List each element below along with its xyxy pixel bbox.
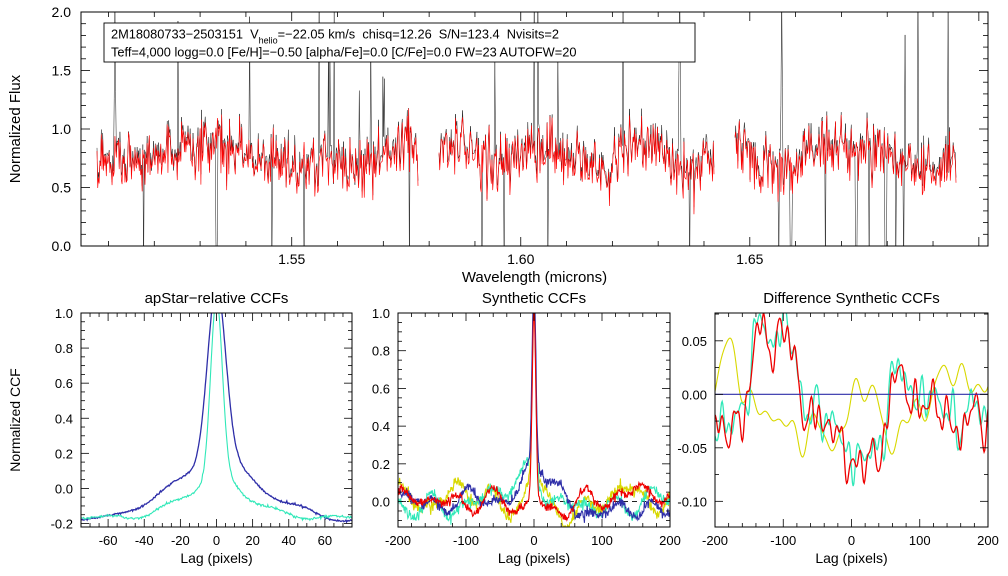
svg-text:0.6: 0.6 — [372, 381, 390, 396]
svg-text:1.0: 1.0 — [372, 306, 390, 321]
svg-text:0: 0 — [213, 533, 220, 548]
svg-text:-0.05: -0.05 — [677, 441, 707, 456]
svg-text:200: 200 — [659, 533, 681, 548]
svg-text:Difference Synthetic CCFs: Difference Synthetic CCFs — [763, 290, 939, 307]
svg-text:0: 0 — [530, 533, 537, 548]
svg-text:1.55: 1.55 — [278, 251, 305, 267]
svg-text:0.2: 0.2 — [372, 457, 390, 472]
svg-text:-60: -60 — [99, 533, 118, 548]
svg-text:-40: -40 — [135, 533, 154, 548]
svg-text:-200: -200 — [702, 533, 728, 548]
svg-text:Synthetic CCFs: Synthetic CCFs — [482, 290, 586, 307]
svg-text:1.0: 1.0 — [55, 306, 73, 321]
svg-text:0.8: 0.8 — [372, 344, 390, 359]
svg-text:apStar−relative CCFs: apStar−relative CCFs — [145, 290, 289, 307]
svg-text:0.5: 0.5 — [52, 180, 72, 196]
svg-text:Normalized CCF: Normalized CCF — [7, 368, 23, 471]
svg-text:1.65: 1.65 — [736, 251, 763, 267]
svg-text:Lag (pixels): Lag (pixels) — [180, 550, 252, 566]
svg-text:Lag (pixels): Lag (pixels) — [498, 550, 570, 566]
svg-text:100: 100 — [909, 533, 931, 548]
svg-text:40: 40 — [282, 533, 296, 548]
svg-text:Teff=4,000 logg=0.0 [Fe/H]=−0.: Teff=4,000 logg=0.0 [Fe/H]=−0.50 [alpha/… — [111, 45, 576, 60]
svg-text:0.05: 0.05 — [682, 334, 707, 349]
svg-text:200: 200 — [977, 533, 999, 548]
svg-text:0.6: 0.6 — [55, 376, 73, 391]
svg-text:-0.2: -0.2 — [51, 516, 73, 531]
svg-text:2.0: 2.0 — [52, 4, 72, 20]
svg-text:0.4: 0.4 — [55, 411, 73, 426]
svg-text:-100: -100 — [770, 533, 796, 548]
svg-text:0.0: 0.0 — [372, 495, 390, 510]
svg-text:Normalized Flux: Normalized Flux — [7, 74, 24, 183]
svg-text:0.8: 0.8 — [55, 341, 73, 356]
svg-text:0: 0 — [848, 533, 855, 548]
svg-text:0.0: 0.0 — [55, 481, 73, 496]
svg-text:20: 20 — [245, 533, 259, 548]
svg-text:0.00: 0.00 — [682, 387, 707, 402]
svg-text:Wavelength (microns): Wavelength (microns) — [462, 269, 607, 286]
svg-text:1.5: 1.5 — [52, 63, 72, 79]
svg-text:1.0: 1.0 — [52, 121, 72, 137]
svg-text:100: 100 — [591, 533, 613, 548]
svg-text:-200: -200 — [385, 533, 411, 548]
svg-text:0.2: 0.2 — [55, 446, 73, 461]
svg-text:60: 60 — [318, 533, 332, 548]
svg-text:0.4: 0.4 — [372, 419, 390, 434]
svg-text:Lag (pixels): Lag (pixels) — [815, 550, 887, 566]
svg-text:-100: -100 — [453, 533, 479, 548]
svg-text:0.0: 0.0 — [52, 238, 72, 254]
svg-text:1.60: 1.60 — [507, 251, 534, 267]
svg-text:-0.10: -0.10 — [677, 494, 707, 509]
svg-text:-20: -20 — [171, 533, 190, 548]
